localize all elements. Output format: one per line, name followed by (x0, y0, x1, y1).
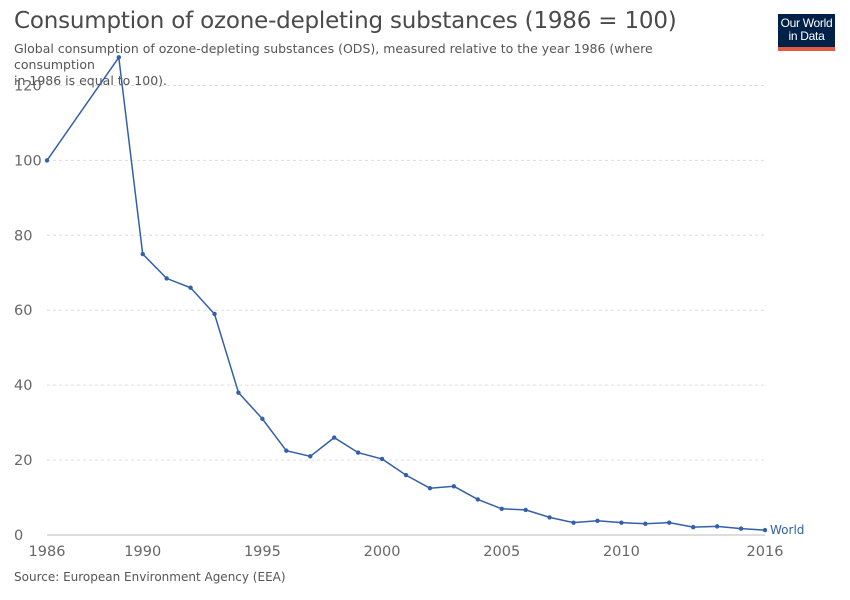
data-point[interactable] (116, 55, 122, 60)
data-point[interactable] (643, 521, 648, 526)
data-point[interactable] (379, 456, 385, 462)
data-point[interactable] (691, 524, 696, 530)
y-tick-label: 20 (14, 453, 32, 469)
logo-line-1: Our World (780, 16, 833, 30)
data-point[interactable] (571, 520, 576, 525)
y-tick-label: 80 (14, 228, 32, 244)
logo-line-2: in Data (788, 29, 825, 43)
y-tick-label: 0 (14, 528, 23, 544)
y-tick-label: 120 (14, 78, 42, 94)
y-tick-label: 40 (14, 378, 32, 394)
x-tick-label: 1986 (29, 544, 66, 560)
data-point[interactable] (140, 251, 145, 257)
data-point[interactable] (260, 416, 265, 422)
data-point[interactable] (547, 515, 552, 520)
series-line-world[interactable] (46, 55, 766, 531)
x-tick-label: 1990 (124, 544, 161, 560)
subtitle-line-1: Global consumption of ozone-depleting su… (14, 41, 653, 72)
data-point[interactable] (523, 507, 528, 513)
x-axis-ticks: 1986 1990 1995 2000 2005 2010 2016 (29, 534, 784, 560)
data-point[interactable] (738, 526, 744, 531)
data-point[interactable] (355, 450, 361, 455)
x-tick-label: 2000 (364, 544, 401, 560)
y-tick-label: 60 (14, 303, 32, 319)
data-point[interactable] (667, 520, 672, 525)
x-tick-label: 2005 (483, 544, 520, 560)
data-point[interactable] (714, 524, 720, 529)
data-point[interactable] (595, 518, 600, 523)
grid-lines (47, 84, 765, 461)
data-point[interactable] (308, 454, 313, 459)
data-point[interactable] (451, 484, 457, 489)
chart-subtitle: Global consumption of ozone-depleting su… (14, 41, 734, 89)
series-layer: World (44, 55, 804, 537)
data-point[interactable] (44, 158, 50, 163)
data-point[interactable] (499, 506, 504, 511)
y-tick-label: 100 (14, 153, 42, 169)
y-axis-ticks: 0 20 40 60 80 100 120 (14, 78, 42, 544)
data-point[interactable] (164, 276, 169, 281)
x-tick-label: 1995 (244, 544, 281, 560)
data-point[interactable] (403, 472, 409, 478)
data-point[interactable] (284, 448, 289, 453)
data-point[interactable] (212, 311, 217, 317)
data-point[interactable] (427, 485, 433, 491)
subtitle-line-2: in 1986 is equal to 100). (14, 73, 167, 88)
data-point[interactable] (619, 520, 624, 525)
data-point[interactable] (762, 527, 768, 533)
chart-title: Consumption of ozone-depleting substance… (14, 8, 677, 34)
x-tick-label: 2010 (603, 544, 640, 560)
our-world-in-data-logo[interactable]: Our World in Data (778, 14, 835, 51)
data-point[interactable] (188, 285, 193, 290)
source-note[interactable]: Source: European Environment Agency (EEA… (14, 570, 286, 584)
data-point[interactable] (332, 435, 337, 440)
data-point[interactable] (475, 497, 480, 502)
data-point[interactable] (236, 390, 241, 395)
x-tick-label: 2016 (747, 544, 784, 560)
series-label-world[interactable]: World (770, 523, 804, 537)
